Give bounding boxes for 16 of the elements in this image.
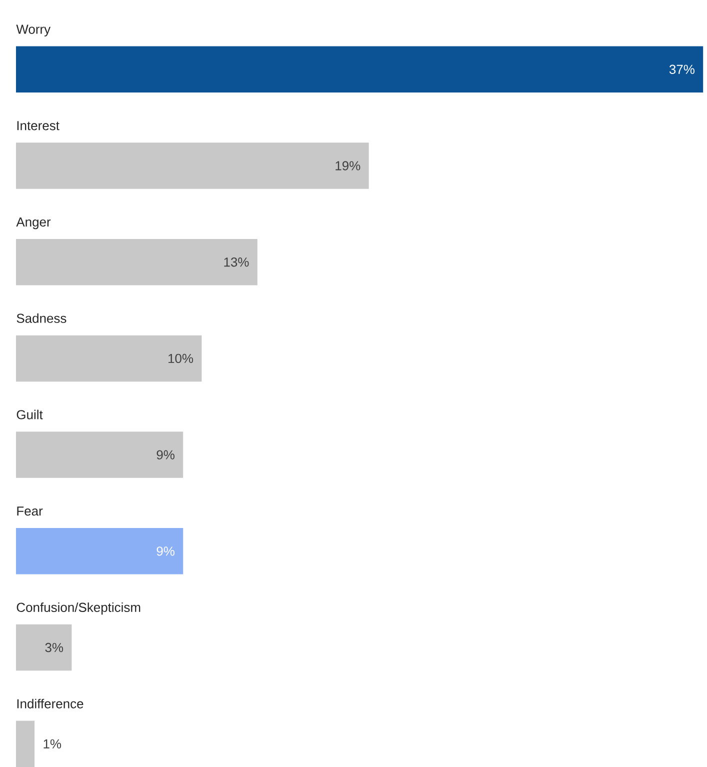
data-label: 37% <box>669 64 694 74</box>
data-label: 9% <box>156 450 174 460</box>
data-label: 19% <box>336 161 360 170</box>
y-tick-label: Indifference <box>17 698 84 708</box>
y-tick-label: Worry <box>16 24 50 36</box>
data-label: 10% <box>168 354 193 364</box>
data-label: 1% <box>44 739 61 748</box>
y-tick-label: Anger <box>16 218 51 230</box>
y-tick-label: Interest <box>17 121 60 130</box>
data-label: 3% <box>45 642 63 652</box>
y-tick-label: Guilt <box>16 410 43 420</box>
y-tick-label: Fear <box>17 506 43 516</box>
data-label: 13% <box>224 257 249 267</box>
y-tick-label: Confusion/Skepticism <box>16 602 140 615</box>
y-tick-label: Sadness <box>16 313 66 323</box>
data-label: 9% <box>156 546 174 556</box>
